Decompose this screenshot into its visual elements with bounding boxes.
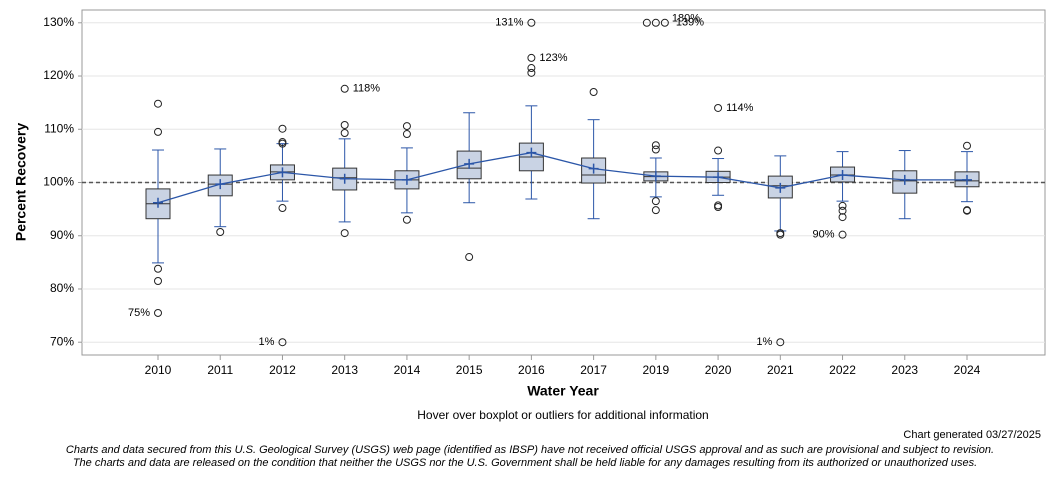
outlier <box>278 139 287 148</box>
outlier <box>154 308 162 317</box>
x-tick-label: 2015 <box>456 363 483 377</box>
outlier <box>340 84 349 93</box>
outlier <box>776 230 785 239</box>
outlier <box>278 204 287 213</box>
mean-marker <box>775 182 786 193</box>
outlier-label: 131% <box>495 17 523 29</box>
outlier <box>963 206 971 215</box>
outlier <box>216 228 225 237</box>
note: Hover over boxplot or outliers for addit… <box>417 408 708 422</box>
outlier <box>714 146 723 155</box>
x-tick-label: 2020 <box>705 363 732 377</box>
outlier <box>340 121 349 129</box>
y-tick-label: 70% <box>50 334 74 348</box>
disclaimer: The charts and data are released on the … <box>73 457 977 469</box>
outlier <box>651 141 660 150</box>
x-tick-label: 2010 <box>145 363 172 377</box>
outlier <box>838 201 847 210</box>
outlier <box>527 68 536 77</box>
outlier <box>642 18 651 27</box>
x-tick-label: 2022 <box>829 363 856 377</box>
outlier <box>651 197 660 206</box>
outlier-label: 118% <box>353 83 381 95</box>
y-tick-label: 110% <box>44 121 74 135</box>
outlier <box>660 18 669 27</box>
outlier <box>278 124 287 133</box>
y-tick-label: 90% <box>50 228 74 242</box>
mean-marker <box>962 174 972 185</box>
outlier <box>838 206 847 215</box>
x-tick-label: 2011 <box>207 363 233 377</box>
mean-marker <box>401 174 412 185</box>
outlier <box>278 338 287 347</box>
mean-marker <box>339 173 350 184</box>
outlier <box>402 122 411 131</box>
outlier-label: 139% <box>676 17 704 29</box>
outlier <box>838 230 847 239</box>
outlier <box>776 338 785 347</box>
outlier <box>714 103 723 112</box>
mean-marker <box>153 197 163 208</box>
outlier <box>651 18 660 27</box>
outlier <box>402 215 411 224</box>
mean-marker <box>713 172 724 183</box>
mean-line <box>157 152 967 204</box>
outlier <box>527 64 536 73</box>
outlier <box>340 128 349 137</box>
x-tick-label: 2021 <box>767 363 794 377</box>
outlier <box>651 206 660 215</box>
outlier <box>527 53 536 62</box>
x-tick-label: 2014 <box>394 363 421 377</box>
generated: Chart generated 03/27/2025 <box>903 429 1041 441</box>
outlier-label: 114% <box>726 102 754 114</box>
mean-marker <box>650 171 661 182</box>
y-tick-label: 130% <box>43 15 74 29</box>
outlier <box>465 253 474 262</box>
outlier <box>340 229 349 238</box>
mean-marker <box>526 147 537 158</box>
y-axis-title: Percent Recovery <box>13 123 29 242</box>
outlier <box>651 145 660 154</box>
outlier <box>714 202 723 211</box>
outlier <box>527 18 536 27</box>
outlier <box>154 276 162 285</box>
outlier-label: 180% <box>672 13 700 25</box>
y-tick-label: 100% <box>43 175 74 189</box>
x-tick-label: 2012 <box>269 363 296 377</box>
x-tick-label: 2016 <box>518 363 545 377</box>
mean-marker <box>837 170 848 181</box>
mean-marker <box>464 158 475 169</box>
x-tick-label: 2017 <box>580 363 607 377</box>
outlier <box>154 99 162 108</box>
outlier <box>963 141 971 150</box>
mean-marker <box>899 174 910 185</box>
outlier-label: 1% <box>756 336 772 348</box>
mean-marker <box>277 167 288 178</box>
outlier-label: 123% <box>539 52 567 64</box>
outlier <box>154 127 162 136</box>
outlier <box>589 87 598 96</box>
mean-marker <box>588 163 599 174</box>
mean-marker <box>215 179 226 190</box>
outlier <box>714 201 723 210</box>
y-tick-label: 120% <box>43 68 74 82</box>
x-tick-label: 2019 <box>642 363 669 377</box>
x-tick-label: 2024 <box>954 363 981 377</box>
y-tick-label: 80% <box>50 281 74 295</box>
outlier-label: 1% <box>259 336 275 348</box>
outlier <box>838 213 847 222</box>
outlier <box>402 130 411 139</box>
outlier-label: 90% <box>813 229 835 241</box>
outlier <box>154 264 162 273</box>
outlier-label: 75% <box>128 307 150 319</box>
x-axis-title: Water Year <box>527 383 599 399</box>
x-tick-label: 2013 <box>331 363 358 377</box>
disclaimer: Charts and data secured from this U.S. G… <box>66 444 994 456</box>
x-tick-label: 2023 <box>891 363 918 377</box>
